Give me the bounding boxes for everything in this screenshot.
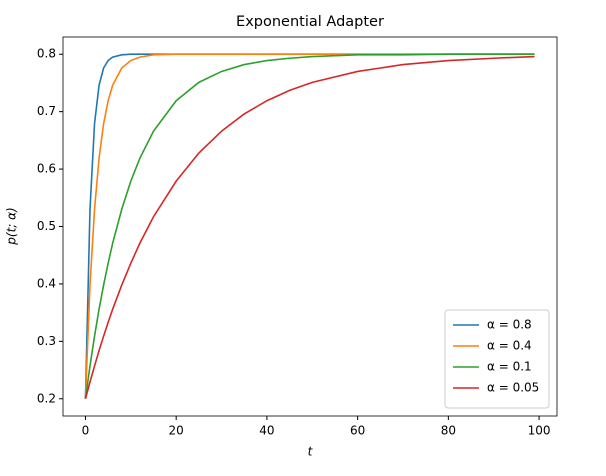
y-tick-label: 0.2	[37, 391, 56, 405]
x-tick-label: 0	[82, 424, 90, 438]
legend: α = 0.8 α = 0.4 α = 0.1 α = 0.05	[444, 309, 550, 409]
y-tick-label: 0.8	[37, 47, 56, 61]
y-tick-label: 0.6	[37, 162, 56, 176]
x-axis-label: t	[308, 445, 314, 459]
plot-frame	[62, 36, 558, 417]
legend-label: α = 0.4	[487, 339, 532, 353]
x-tick-label: 20	[169, 424, 184, 438]
y-tick-label: 0.7	[37, 104, 56, 118]
legend-box	[444, 309, 550, 409]
x-tick-label: 80	[441, 424, 456, 438]
legend-label: α = 0.1	[487, 360, 532, 374]
x-tick-label: 60	[350, 424, 365, 438]
x-tick-label: 100	[528, 424, 551, 438]
y-tick-label: 0.3	[37, 334, 56, 348]
legend-label: α = 0.8	[487, 318, 532, 332]
x-tick-label: 40	[259, 424, 274, 438]
chart-title: Exponential Adapter	[236, 14, 384, 30]
y-tick-label: 0.4	[37, 276, 56, 290]
y-axis-label: p(t; α)	[5, 207, 19, 245]
legend-label: α = 0.05	[487, 381, 539, 395]
line-series	[84, 53, 535, 399]
line-series	[84, 55, 535, 399]
y-tick-label: 0.5	[37, 219, 56, 233]
